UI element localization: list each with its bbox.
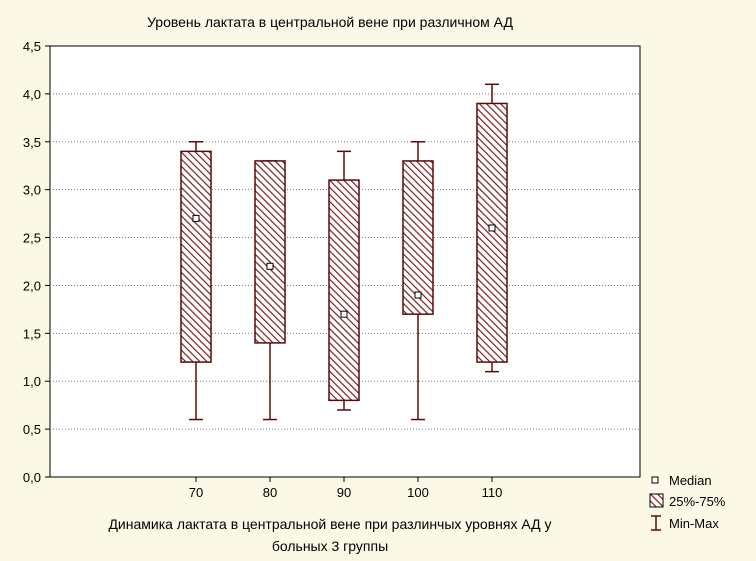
x-axis: 70 80 90 100 110 xyxy=(189,477,503,500)
box-group-100 xyxy=(402,141,434,421)
box-group-70 xyxy=(180,141,212,421)
y-tick-label: 3,0 xyxy=(23,183,41,198)
x-tick-label: 80 xyxy=(263,485,277,500)
legend-box-label: 25%-75% xyxy=(669,494,726,509)
y-tick-label: 0,0 xyxy=(23,470,41,485)
legend-median-marker xyxy=(651,476,659,484)
iqr-box xyxy=(476,102,508,363)
median-marker xyxy=(488,224,496,232)
y-tick-label: 4,5 xyxy=(23,39,41,54)
legend: Median 25%-75% Min-Max xyxy=(649,473,726,531)
y-tick-label: 1,5 xyxy=(23,326,41,341)
x-tick-label: 90 xyxy=(337,485,351,500)
chart-title: Уровень лактата в центральной вене при р… xyxy=(147,14,513,30)
iqr-box xyxy=(328,179,360,402)
iqr-box xyxy=(254,160,286,344)
box-group-90 xyxy=(328,150,360,411)
y-tick-label: 3,5 xyxy=(23,135,41,150)
y-tick-label: 0,5 xyxy=(23,422,41,437)
x-axis-label-line-2: больных 3 группы xyxy=(272,538,388,554)
legend-box-marker xyxy=(649,493,664,508)
y-tick-label: 2,0 xyxy=(23,278,41,293)
legend-whisker-label: Min-Max xyxy=(669,516,719,531)
box-group-110 xyxy=(476,83,508,373)
iqr-box xyxy=(402,160,434,315)
x-tick-label: 110 xyxy=(482,485,503,500)
x-tick-label: 70 xyxy=(189,485,203,500)
y-tick-label: 4,0 xyxy=(23,87,41,102)
box-group-80 xyxy=(254,160,286,421)
median-marker xyxy=(414,291,422,299)
x-tick-label: 100 xyxy=(407,485,429,500)
box-series xyxy=(180,83,508,421)
legend-whisker-marker xyxy=(651,515,661,531)
median-marker xyxy=(192,214,200,222)
iqr-box xyxy=(180,150,212,363)
median-marker xyxy=(266,262,274,270)
y-axis: 0,0 0,5 1,0 1,5 2,0 2,5 3,0 3,5 4,0 4,5 xyxy=(23,39,50,485)
x-axis-label-line-1: Динамика лактата в центральной вене при … xyxy=(108,516,551,532)
median-marker xyxy=(340,310,348,318)
y-tick-label: 1,0 xyxy=(23,374,41,389)
y-tick-label: 2,5 xyxy=(23,231,41,246)
legend-median-label: Median xyxy=(669,473,712,488)
